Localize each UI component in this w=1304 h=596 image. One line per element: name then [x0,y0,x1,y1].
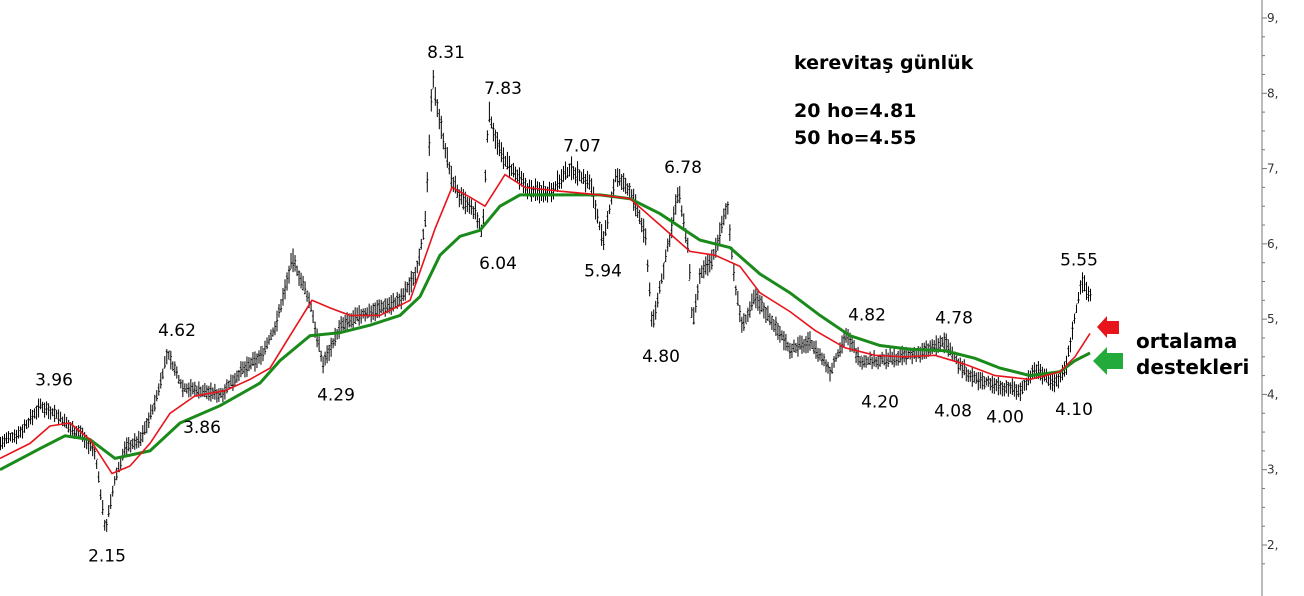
support-arrows [1093,316,1123,375]
ma20-line [0,173,1091,475]
support-note-line-2: destekleri [1136,355,1249,379]
red-arrow-icon [1097,316,1119,338]
price-annotation: 2.15 [88,547,126,567]
price-annotation: 7.07 [563,136,601,156]
price-annotation: 3.96 [35,370,73,390]
price-annotation: 4.62 [158,321,196,341]
price-annotation: 4.29 [317,386,355,406]
price-annotation: 4.80 [642,347,680,367]
y-tick-label: 4, [1267,387,1278,401]
y-tick-label: 8, [1267,86,1278,100]
ma50-line [0,193,1091,472]
y-tick-label: 7, [1267,162,1278,176]
y-axis: 9, 8, 7, 6, 5, 4, 3, 2, [1261,0,1278,596]
support-note-line-1: ortalama [1136,329,1237,353]
green-arrow-icon [1093,347,1123,375]
price-annotation: 4.82 [848,306,886,326]
price-annotation: 6.78 [664,158,702,178]
price-annotation: 4.00 [986,407,1024,427]
price-annotation: 4.10 [1055,400,1093,420]
y-tick-label: 2, [1267,538,1278,552]
price-annotation: 4.08 [934,401,972,421]
y-tick-label: 5, [1267,312,1278,326]
price-annotation: 5.55 [1060,251,1098,271]
price-annotation: 3.86 [183,418,221,438]
annotations: 3.96 2.15 4.62 3.86 4.29 8.31 7.83 6.04 7.07 5.94… [35,43,1098,567]
y-tick-label: 3, [1267,463,1278,477]
price-annotation: 6.04 [479,254,517,274]
price-annotation: 4.20 [861,392,899,412]
price-annotation: 7.83 [484,79,522,99]
subtitle-line-1: 20 ho=4.81 [794,100,916,122]
chart-title: kerevitaş günlük [794,52,974,74]
price-annotation: 4.78 [935,309,973,329]
price-bars [0,69,1092,532]
price-annotation: 5.94 [584,261,622,281]
price-annotation: 8.31 [427,43,465,63]
y-tick-label: 9, [1267,11,1278,25]
subtitle-line-2: 50 ho=4.55 [794,127,916,149]
y-tick-label: 6, [1267,237,1278,251]
